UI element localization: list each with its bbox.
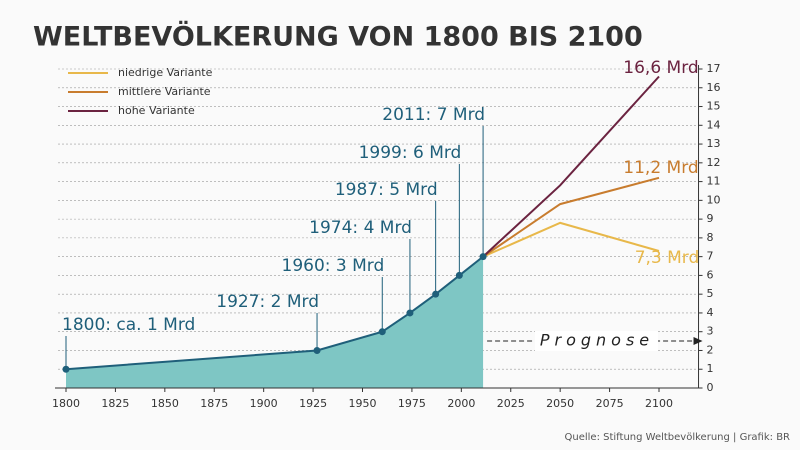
x-tick-label: 2050	[546, 397, 574, 410]
x-tick-label: 2025	[497, 397, 525, 410]
point	[406, 309, 414, 317]
y-tick-label: 11	[707, 175, 721, 188]
y-tick-label: 2	[707, 343, 714, 356]
y-tick-label: 5	[707, 287, 714, 300]
value-label: 1960: 3 Mrd	[282, 256, 385, 276]
point	[455, 271, 463, 279]
end-label: 16,6 Mrd	[623, 58, 698, 78]
x-tick-label: 1850	[151, 397, 179, 410]
point	[432, 290, 440, 298]
y-tick-label: 6	[707, 268, 714, 281]
y-tick-label: 17	[707, 62, 721, 75]
series-line	[482, 221, 660, 258]
label-bg	[535, 331, 658, 351]
y-tick-label: 3	[707, 325, 714, 338]
x-tick-label: 2100	[645, 397, 673, 410]
source: Quelle: Stiftung Weltbevölkerung | Grafi…	[565, 432, 791, 443]
value-label: 1800: ca. 1 Mrd	[62, 315, 195, 335]
point	[378, 328, 386, 336]
y-tick-label: 0	[707, 381, 714, 394]
value-label: 1927: 2 Mrd	[216, 292, 319, 312]
point	[313, 346, 321, 354]
x-tick-label: 1800	[52, 397, 80, 410]
x-tick-label: 1900	[250, 397, 278, 410]
arrow-head	[693, 337, 703, 345]
value-label: 2011: 7 Mrd	[382, 105, 485, 125]
y-tick-label: 15	[707, 100, 721, 113]
y-tick-label: 4	[707, 306, 714, 319]
chart-title: WELTBEVÖLKERUNG VON 1800 BIS 2100	[33, 20, 643, 53]
y-tick-label: 14	[707, 118, 721, 131]
x-tick-label: 1975	[398, 397, 426, 410]
point	[479, 253, 487, 261]
y-tick-label: 12	[707, 156, 721, 169]
end-label: 7,3 Mrd	[635, 248, 700, 268]
end-label: 11,2 Mrd	[623, 158, 698, 178]
y-tick-label: 10	[707, 193, 721, 206]
value-label: 1999: 6 Mrd	[359, 143, 462, 163]
y-tick-label: 16	[707, 81, 721, 94]
point	[62, 365, 70, 373]
legend-label: niedrige Variante	[118, 66, 213, 79]
y-tick-label: 7	[707, 250, 714, 263]
legend-label: mittlere Variante	[118, 85, 211, 98]
x-tick-label: 1875	[200, 397, 228, 410]
forecast-label: Prognose	[540, 331, 654, 350]
x-tick-label: 1925	[299, 397, 327, 410]
legend-label: hohe Variante	[118, 104, 195, 117]
x-tick-label: 1950	[349, 397, 377, 410]
series-line	[482, 75, 660, 258]
x-tick-label: 2000	[447, 397, 475, 410]
series-line	[482, 176, 660, 258]
value-label: 1974: 4 Mrd	[309, 218, 412, 238]
y-tick-label: 1	[707, 362, 714, 375]
x-tick-label: 2075	[596, 397, 624, 410]
y-tick-label: 13	[707, 137, 721, 150]
value-label: 1987: 5 Mrd	[335, 180, 438, 200]
y-tick-label: 9	[707, 212, 714, 225]
x-tick-label: 1825	[101, 397, 129, 410]
y-tick-label: 8	[707, 231, 714, 244]
area	[66, 256, 484, 388]
